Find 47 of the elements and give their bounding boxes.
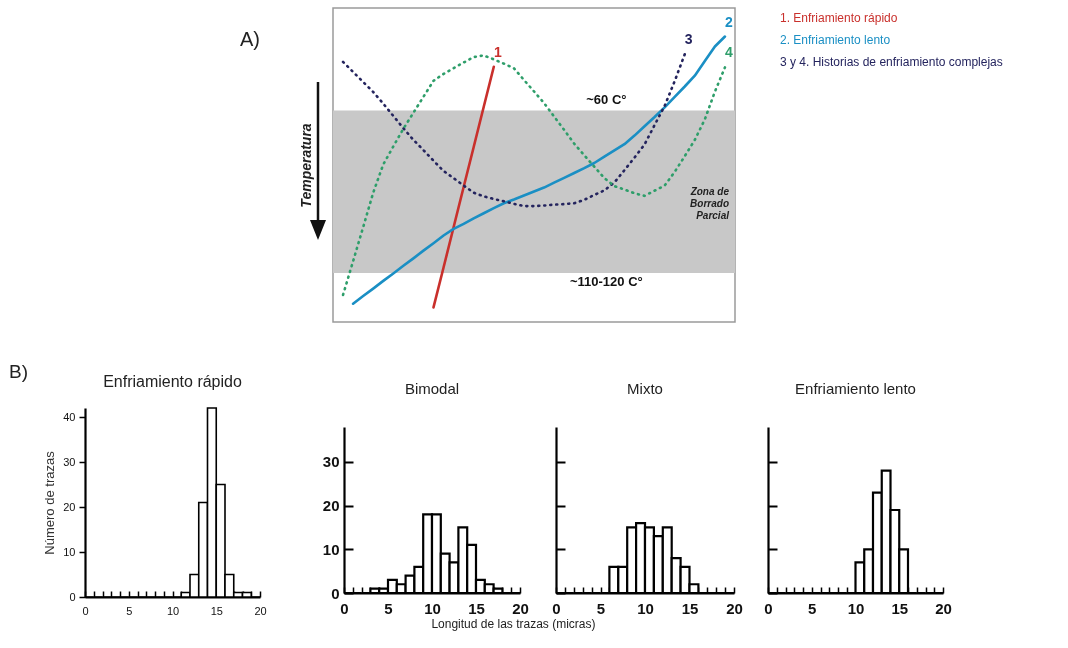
x-tick-label: 10 xyxy=(847,599,865,617)
annotation: ~110-120 C° xyxy=(569,273,643,289)
x-tick-label: 20 xyxy=(254,604,267,617)
y-tick-label: 0 xyxy=(69,590,76,603)
y-tick-label: 40 xyxy=(63,410,76,423)
x-tick-label: 5 xyxy=(596,599,606,617)
x-tick-label: 15 xyxy=(468,599,485,617)
x-tick-label: 0 xyxy=(552,599,561,617)
y-tick-label: 30 xyxy=(322,453,340,471)
text: 1. Enfriamiento rápido xyxy=(780,11,898,25)
y-axis-title: Número de trazas xyxy=(42,450,58,555)
chart-title: Bimodal xyxy=(404,380,460,397)
chart-title: Enfriamiento rápido xyxy=(103,373,242,390)
series-label: 4 xyxy=(725,44,734,61)
x-tick-label: 20 xyxy=(935,599,952,617)
x-tick-label: 5 xyxy=(808,599,817,617)
y-tick-label: 10 xyxy=(63,545,76,558)
y-tick-label: 30 xyxy=(63,455,76,468)
x-tick-label: 15 xyxy=(681,599,699,617)
y-axis-title: Temperatura xyxy=(297,123,314,208)
chart-title: Mixto xyxy=(627,380,663,397)
x-tick-label: 15 xyxy=(210,604,223,617)
y-tick-label: 0 xyxy=(331,584,340,602)
annotation: ~60 C° xyxy=(586,92,627,108)
x-tick-label: 10 xyxy=(637,599,654,617)
y-tick-label: 10 xyxy=(322,540,340,558)
y-tick-label: 20 xyxy=(63,500,76,513)
series-label: 1 xyxy=(493,43,502,60)
chart-title: Enfriamiento lento xyxy=(795,380,916,397)
series-label: 3 xyxy=(684,31,693,48)
x-tick-label: 20 xyxy=(512,599,529,617)
band-label: Zona de Borrado Parcial xyxy=(689,185,730,221)
x-tick-label: 10 xyxy=(424,599,441,617)
x-tick-label: 5 xyxy=(384,599,393,617)
text: 3 y 4. Historias de enfriamiento complejas xyxy=(780,55,1003,69)
x-tick-label: 0 xyxy=(82,604,89,617)
x-tick-label: 10 xyxy=(166,604,180,617)
series-label: 2 xyxy=(725,13,734,30)
x-axis-title: Longitud de las trazas (micras) xyxy=(431,616,596,631)
x-tick-label: 5 xyxy=(126,604,133,617)
text: 2. Enfriamiento lento xyxy=(780,33,891,47)
text: B) xyxy=(9,361,28,382)
y-tick-label: 20 xyxy=(322,497,340,515)
x-tick-label: 15 xyxy=(891,599,909,617)
chart-title: A) xyxy=(240,28,260,50)
x-tick-label: 0 xyxy=(764,599,773,617)
x-tick-label: 20 xyxy=(726,599,743,617)
